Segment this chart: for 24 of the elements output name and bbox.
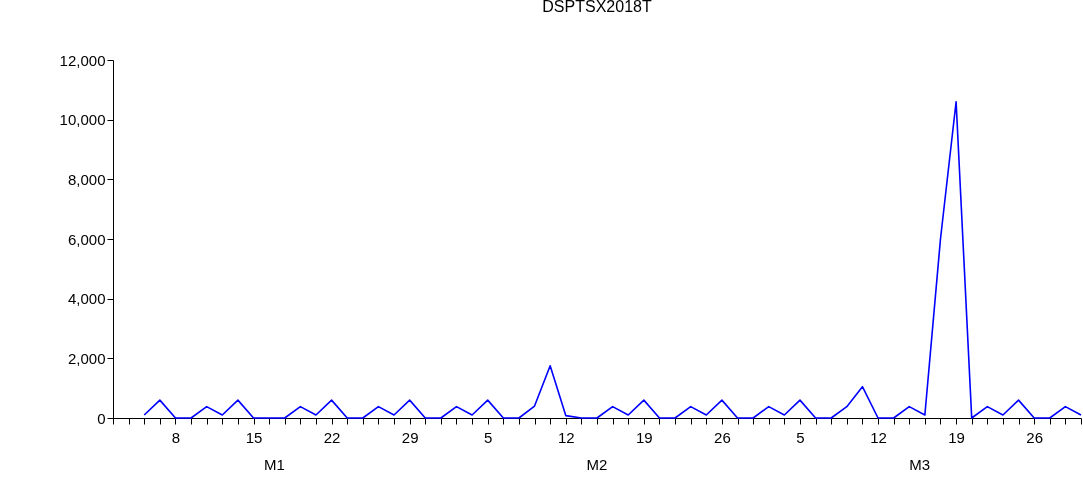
chart-title: DSPTSX2018T	[542, 0, 652, 15]
y-tick-label: 2,000	[67, 349, 106, 367]
x-tick-label: 12	[870, 428, 887, 446]
y-tick-label: 6,000	[67, 230, 106, 248]
y-tick-label: 10,000	[59, 111, 106, 129]
text: M1	[263, 456, 285, 473]
x-tick-label: 19	[948, 428, 965, 446]
x-tick-label: 19	[635, 428, 653, 446]
x-tick-label: 15	[245, 428, 263, 446]
text: M3	[909, 456, 931, 473]
x-tick-label: 5	[484, 428, 493, 446]
x-tick-label: 29	[401, 428, 419, 446]
y-tick-label: 4,000	[67, 290, 106, 308]
text: M2	[586, 456, 608, 473]
x-tick-label: 5	[796, 428, 805, 446]
x-tick-label: 12	[557, 428, 575, 446]
line-series	[143, 100, 1082, 419]
x-tick-label: 22	[323, 428, 341, 446]
x-tick-label: 8	[171, 428, 181, 446]
y-tick-label: 8,000	[67, 170, 106, 188]
y-tick-label: 12,000	[59, 51, 106, 69]
x-tick-label: 26	[714, 428, 731, 446]
y-tick-label: 0	[97, 409, 106, 427]
x-tick-label: 26	[1026, 428, 1044, 446]
